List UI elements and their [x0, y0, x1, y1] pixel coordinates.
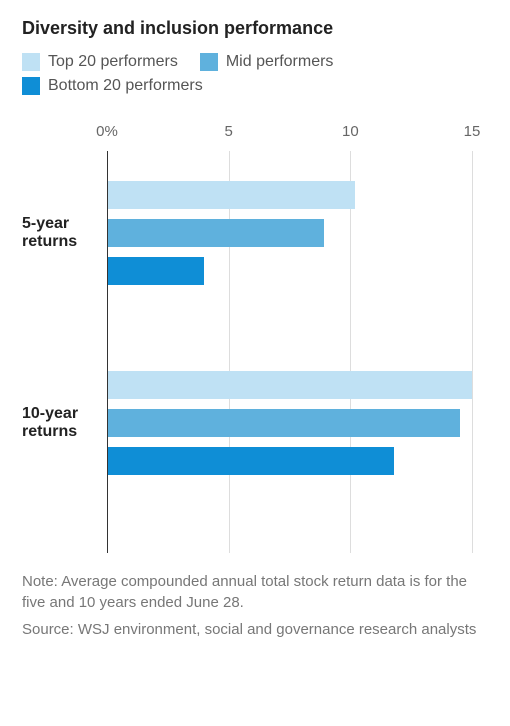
x-tick-label: 15 [464, 123, 481, 140]
chart-area: 0% 5 10 15 5-yearreturns 10-yearreturns [22, 123, 488, 553]
bar [108, 257, 204, 285]
plot-area: 5-yearreturns 10-yearreturns [22, 151, 488, 553]
gridline [229, 151, 230, 553]
legend-label: Mid performers [226, 53, 334, 71]
legend-item: Top 20 performers [22, 53, 178, 71]
legend-label: Top 20 performers [48, 53, 178, 71]
gridline [472, 151, 473, 553]
chart-source: Source: WSJ environment, social and gove… [22, 619, 488, 640]
x-tick-label: 10 [342, 123, 359, 140]
legend-item: Mid performers [200, 53, 334, 71]
group-label: 10-yearreturns [22, 405, 101, 442]
baseline [107, 151, 108, 553]
chart-note: Note: Average compounded annual total st… [22, 571, 488, 613]
legend-swatch [22, 53, 40, 71]
x-axis-labels: 0% 5 10 15 [22, 123, 488, 151]
chart-title: Diversity and inclusion performance [22, 18, 488, 39]
bar [108, 409, 460, 437]
legend-label: Bottom 20 performers [48, 77, 203, 95]
bar [108, 371, 472, 399]
legend-swatch [22, 77, 40, 95]
x-tick-label: 5 [224, 123, 232, 140]
gridline [350, 151, 351, 553]
bar [108, 181, 355, 209]
x-tick-label: 0% [96, 123, 118, 140]
chart-container: Diversity and inclusion performance Top … [0, 0, 510, 726]
group-label: 5-yearreturns [22, 215, 101, 252]
legend-swatch [200, 53, 218, 71]
bar [108, 219, 324, 247]
legend-item: Bottom 20 performers [22, 77, 488, 95]
bar [108, 447, 394, 475]
legend: Top 20 performers Mid performers Bottom … [22, 53, 488, 101]
